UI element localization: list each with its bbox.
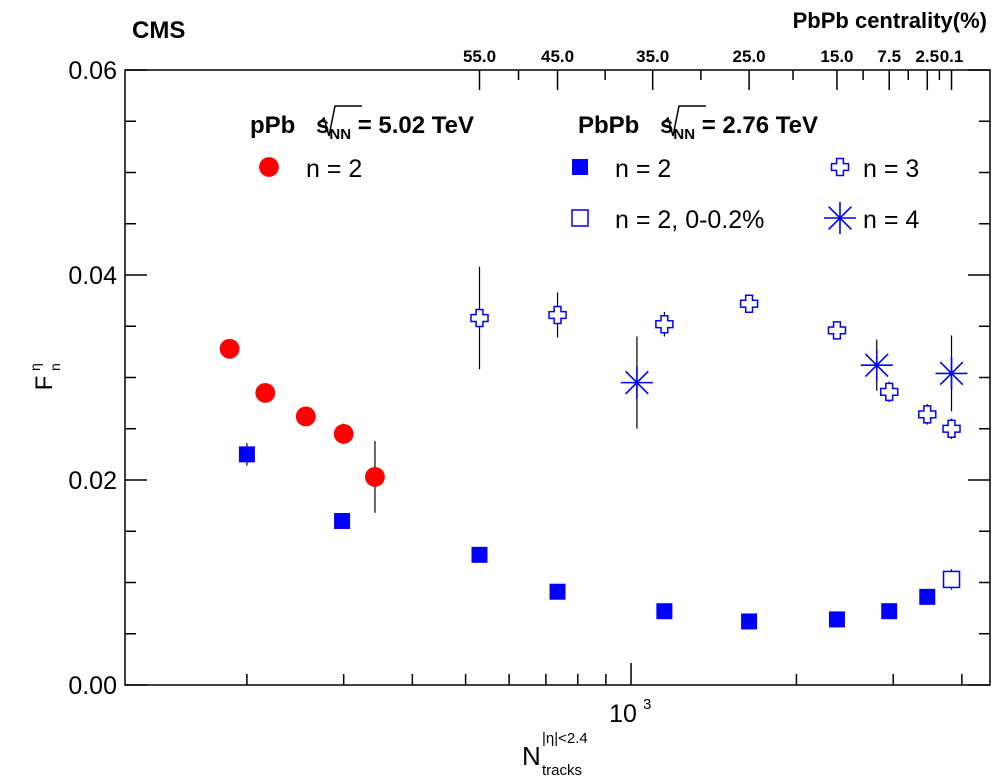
- data-point: [255, 382, 276, 403]
- data-point: [655, 314, 674, 334]
- data-point: [333, 423, 354, 444]
- svg-text:η: η: [27, 363, 43, 371]
- legend-label-pbpb_n2: n = 2: [615, 155, 671, 183]
- data-point: [238, 446, 255, 463]
- x-axis-label-sup: |η|<2.4: [542, 730, 588, 747]
- svg-text:n: n: [47, 363, 63, 371]
- legend-marker-pbpb_n4: [824, 202, 856, 234]
- axes: 0.00 0.02 0.04 0.06 10 3 55.0 45.0 35.0 25.0 15.0 7…: [68, 47, 990, 728]
- y-tick-label: 0.00: [68, 672, 117, 700]
- legend-header-ppb: pPb sNN = 5.02 TeV: [250, 112, 474, 143]
- top-tick-label: 35.0: [636, 47, 669, 66]
- top-tick-label: 7.5: [877, 47, 901, 66]
- y-tick-label: 0.06: [68, 57, 117, 85]
- svg-text:F: F: [31, 376, 58, 391]
- data-point: [548, 305, 567, 325]
- x-axis-label-sub: tracks: [542, 762, 582, 779]
- legend-marker-ppb_n2: [259, 157, 279, 177]
- data-marks: [219, 266, 968, 630]
- data-point: [470, 308, 489, 328]
- x-tick-label: 10: [609, 700, 637, 728]
- series-pbpb_n2_ucc: [942, 569, 961, 590]
- series-pbpb_n3: [470, 266, 961, 439]
- data-point: [549, 583, 566, 600]
- x-axis-label: N |η|<2.4 tracks: [522, 730, 588, 779]
- sqrt-sign-ppb: [319, 105, 362, 137]
- top-tick-label: 0.1: [940, 47, 964, 66]
- data-point: [334, 513, 351, 529]
- data-point: [656, 603, 673, 620]
- data-point: [879, 382, 899, 402]
- legend-marker-pbpb_n3: [830, 157, 850, 177]
- legend-marker-pbpb_n2_ucc: [571, 209, 589, 227]
- data-point: [919, 588, 936, 605]
- data-point: [881, 603, 898, 620]
- y-tick-label: 0.02: [68, 467, 117, 495]
- y-axis-label: F η n: [27, 363, 63, 390]
- data-point: [741, 613, 758, 630]
- series-ppb_n2: [219, 338, 385, 513]
- top-tick-label: 2.5: [915, 47, 939, 66]
- data-point: [918, 405, 937, 424]
- legend-marker-pbpb_n2: [572, 159, 588, 175]
- data-point: [219, 338, 240, 359]
- legend-label-pbpb_n2_ucc: n = 2, 0-0.2%: [615, 206, 764, 234]
- y-axis-label-sup: η: [27, 363, 43, 371]
- data-point: [828, 611, 845, 628]
- top-tick-label: 55.0: [463, 47, 496, 66]
- data-point: [935, 357, 968, 390]
- legend-label-ppb_n2: n = 2: [306, 155, 362, 183]
- y-axis-label-main: F: [31, 376, 58, 391]
- y-tick-label: 0.04: [68, 262, 117, 290]
- legend-label-pbpb_n4: n = 4: [863, 206, 919, 234]
- experiment-label: CMS: [132, 17, 185, 44]
- data-point: [827, 321, 847, 340]
- data-point: [942, 570, 961, 589]
- top-tick-label: 45.0: [541, 47, 574, 66]
- series-pbpb_n4: [620, 335, 968, 429]
- sqrt-sign-pbpb: [663, 105, 706, 137]
- data-point: [739, 294, 759, 313]
- y-axis-label-sub: n: [47, 363, 63, 371]
- top-tick-label: 25.0: [733, 47, 766, 66]
- data-point: [295, 406, 316, 427]
- top-axis-title: PbPb centrality(%): [793, 8, 987, 33]
- x-axis-label-main: N: [522, 741, 541, 771]
- data-point: [620, 366, 653, 399]
- legend: pPb sNN = 5.02 TeV PbPb sNN = 2.76 TeV n =…: [250, 105, 919, 234]
- series-pbpb_n2: [238, 443, 936, 630]
- top-tick-label: 15.0: [820, 47, 853, 66]
- legend-label-pbpb_n3: n = 3: [863, 155, 919, 183]
- x-tick-label-exponent: 3: [643, 696, 651, 713]
- legend-header-pbpb: PbPb sNN = 2.76 TeV: [578, 112, 818, 143]
- data-point: [860, 349, 893, 382]
- data-point: [471, 546, 488, 563]
- data-point: [942, 419, 961, 438]
- data-point: [365, 467, 385, 487]
